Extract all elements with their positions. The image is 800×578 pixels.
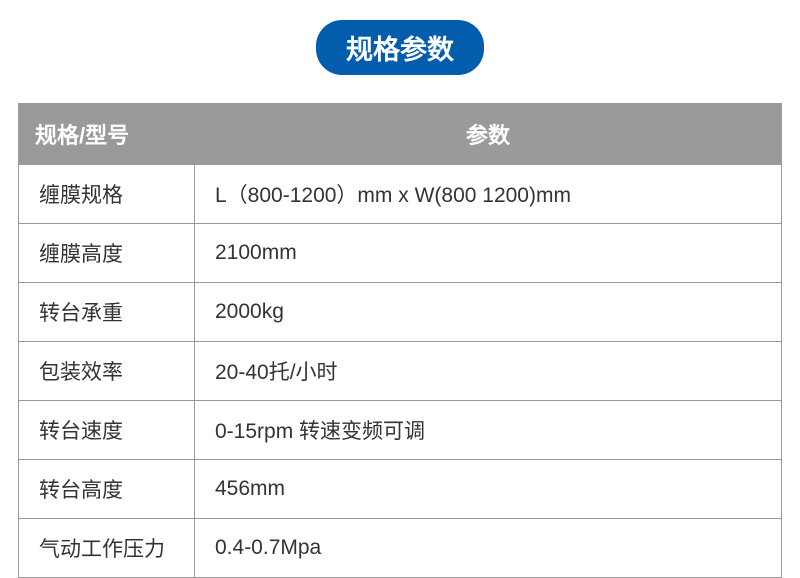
column-header-param: 参数 bbox=[195, 104, 782, 165]
table-row: 缠膜规格L（800-1200）mm x W(800 1200)mm bbox=[19, 165, 782, 224]
table-body: 缠膜规格L（800-1200）mm x W(800 1200)mm缠膜高度210… bbox=[19, 165, 782, 578]
table-row: 包装效率20-40托/小时 bbox=[19, 342, 782, 401]
table-row: 转台高度456mm bbox=[19, 460, 782, 519]
table-row: 缠膜高度2100mm bbox=[19, 224, 782, 283]
spec-value-cell: 0-15rpm 转速变频可调 bbox=[195, 401, 782, 460]
spec-label-cell: 气动工作压力 bbox=[19, 519, 195, 578]
spec-value-cell: 20-40托/小时 bbox=[195, 342, 782, 401]
table-row: 气动工作压力0.4-0.7Mpa bbox=[19, 519, 782, 578]
spec-value-cell: 456mm bbox=[195, 460, 782, 519]
spec-label-cell: 转台承重 bbox=[19, 283, 195, 342]
page-title-badge: 规格参数 bbox=[316, 20, 484, 75]
spec-table: 规格/型号 参数 缠膜规格L（800-1200）mm x W(800 1200)… bbox=[18, 103, 782, 578]
spec-label-cell: 包装效率 bbox=[19, 342, 195, 401]
table-row: 转台速度0-15rpm 转速变频可调 bbox=[19, 401, 782, 460]
spec-label-cell: 转台高度 bbox=[19, 460, 195, 519]
spec-label-cell: 缠膜规格 bbox=[19, 165, 195, 224]
table-row: 转台承重2000kg bbox=[19, 283, 782, 342]
spec-value-cell: 2100mm bbox=[195, 224, 782, 283]
spec-container: 规格参数 规格/型号 参数 缠膜规格L（800-1200）mm x W(800 … bbox=[0, 0, 800, 578]
spec-label-cell: 缠膜高度 bbox=[19, 224, 195, 283]
spec-value-cell: 2000kg bbox=[195, 283, 782, 342]
spec-value-cell: L（800-1200）mm x W(800 1200)mm bbox=[195, 165, 782, 224]
spec-value-cell: 0.4-0.7Mpa bbox=[195, 519, 782, 578]
table-header-row: 规格/型号 参数 bbox=[19, 104, 782, 165]
spec-label-cell: 转台速度 bbox=[19, 401, 195, 460]
column-header-spec: 规格/型号 bbox=[19, 104, 195, 165]
